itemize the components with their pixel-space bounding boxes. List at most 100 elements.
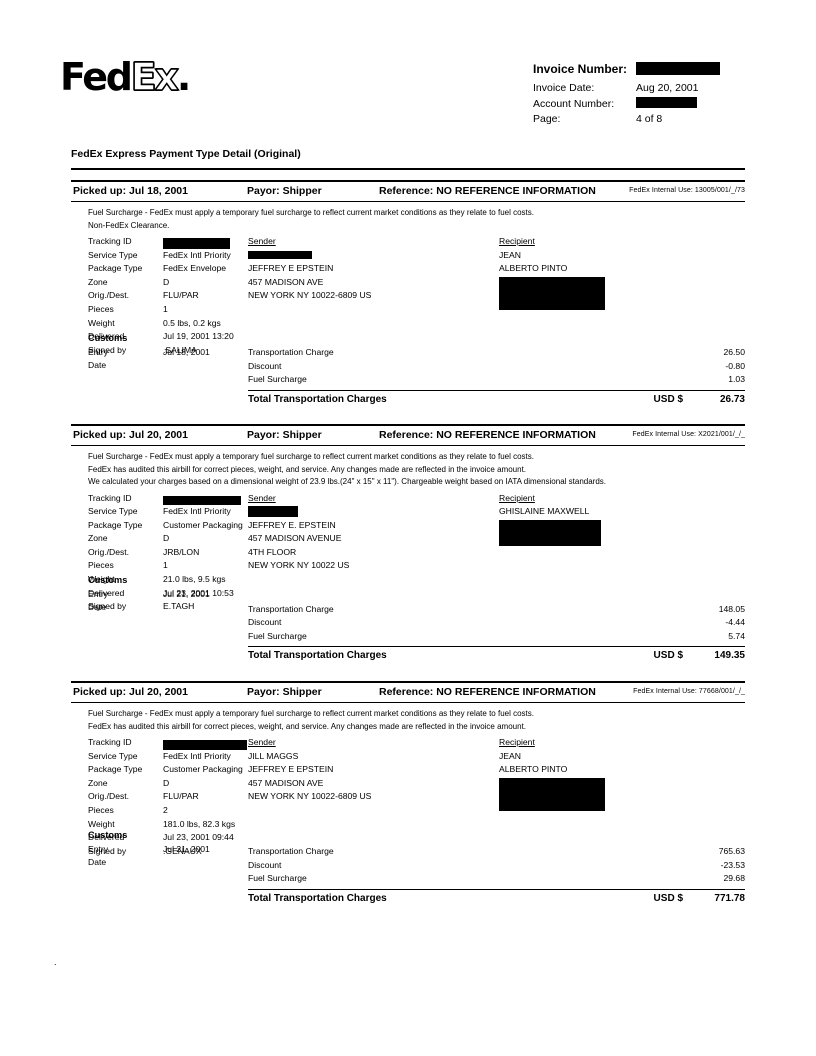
detail-label: Orig./Dest. <box>88 791 130 802</box>
detail-value: FedEx Intl Priority <box>163 249 231 260</box>
sender-name-redaction <box>248 251 312 260</box>
charge-row-fuel-surcharge: Fuel Surcharge 29.68 <box>248 873 745 887</box>
recipient-heading: Recipient <box>499 492 535 503</box>
customs-section: Customs Entry Date Jul 21, 2001 <box>88 829 210 867</box>
recipient-heading: Recipient <box>499 236 535 246</box>
recipient-address-redaction <box>499 276 605 310</box>
section-rule-top <box>71 168 745 170</box>
charge-label: Fuel Surcharge <box>248 374 307 385</box>
detail-value: FedEx Intl Priority <box>163 506 231 517</box>
detail-label: Service Type <box>88 249 138 260</box>
detail-label: Pieces <box>88 804 114 815</box>
recipient-line: GHISLAINE MAXWELL <box>499 506 590 517</box>
reference-label: Reference: NO REFERENCE INFORMATION <box>379 185 596 197</box>
charges-table: Transportation Charge 148.05 Discount -4.44… <box>248 604 745 667</box>
charge-label: Discount <box>248 617 282 628</box>
invoice-number-label: Invoice Number: <box>533 62 628 76</box>
charge-label: Fuel Surcharge <box>248 873 307 884</box>
charge-amount: 29.68 <box>723 873 745 884</box>
detail-row-pieces: Pieces 1 <box>88 303 278 317</box>
detail-row-signed-by: Signed by E.TAGH <box>88 600 278 614</box>
detail-label: Weight <box>88 818 115 829</box>
shipment-block: Picked up: Jul 18, 2001 Payor: Shipper Ref… <box>71 180 745 405</box>
detail-label: Package Type <box>88 263 143 274</box>
charge-row-fuel-surcharge: Fuel Surcharge 5.74 <box>248 631 745 645</box>
charges-rule <box>248 389 745 391</box>
payor-label: Payor: Shipper <box>247 429 322 441</box>
sender-line: JILL MAGGS <box>248 750 299 761</box>
recipient-line: JEAN <box>499 750 521 761</box>
sender-column: Sender JILL MAGGS JEFFREY E EPSTEIN 457 MAD… <box>248 736 498 804</box>
section-title: FedEx Express Payment Type Detail (Origi… <box>71 148 301 160</box>
sender-line: 457 MADISON AVE <box>248 276 324 287</box>
detail-row-service-type: Service Type FedEx Intl Priority <box>88 505 278 519</box>
detail-row-package-type: Package Type FedEx Envelope <box>88 262 278 276</box>
detail-value: 21.0 lbs, 9.5 kgs <box>163 574 226 585</box>
picked-up-label: Picked up: Jul 20, 2001 <box>73 686 188 698</box>
reference-label: Reference: NO REFERENCE INFORMATION <box>379 429 596 441</box>
recipient-line: JEAN <box>499 249 521 260</box>
sender-heading: Sender <box>248 492 276 503</box>
detail-row-signed-by: Signed by .GENAUX <box>88 845 278 859</box>
shipment-detail-column: Tracking ID Service Type FedEx Intl Priori… <box>88 736 278 858</box>
customs-title: Customs <box>88 333 128 343</box>
detail-row-orig-dest: Orig./Dest. FLU/PAR <box>88 289 278 303</box>
detail-value: E.TAGH <box>163 601 195 612</box>
total-amount: 26.73 <box>719 393 745 405</box>
sender-line: NEW YORK NY 10022-6809 US <box>248 791 372 802</box>
page-value: 4 of 8 <box>636 113 663 125</box>
detail-value: 1 <box>163 303 168 314</box>
charge-amount: 5.74 <box>728 630 745 641</box>
detail-label: Zone <box>88 533 108 544</box>
charge-row-discount: Discount -4.44 <box>248 617 745 631</box>
charge-amount: 765.63 <box>718 846 745 856</box>
total-currency: USD $ <box>653 650 683 662</box>
invoice-header: Invoice Number: Invoice Date: Aug 20, 20… <box>533 62 783 128</box>
sender-line: JEFFREY E EPSTEIN <box>248 263 334 274</box>
shipment-columns: Tracking ID Service Type FedEx Intl Priori… <box>71 736 745 904</box>
customs-title: Customs <box>88 830 128 840</box>
detail-value: Jul 23, 2001 10:53 <box>163 587 234 598</box>
charge-amount: 148.05 <box>718 603 745 614</box>
detail-value: 1 <box>163 560 168 571</box>
total-currency: USD $ <box>653 892 683 904</box>
detail-row-service-type: Service Type FedEx Intl Priority <box>88 750 278 764</box>
page-row: Page: 4 of 8 <box>533 112 783 128</box>
detail-label: Weight <box>88 574 115 585</box>
charge-amount: -23.53 <box>720 859 745 870</box>
account-number-row: Account Number: <box>533 96 783 113</box>
detail-value: Customer Packaging <box>163 519 243 530</box>
detail-row-weight: Weight 0.5 lbs, 0.2 kgs <box>88 317 278 331</box>
detail-row-zone: Zone D <box>88 532 278 546</box>
charge-row-transportation-charge: Transportation Charge 148.05 <box>248 604 745 618</box>
shipment-columns: Tracking ID Service Type FedEx Intl Priori… <box>71 235 745 405</box>
detail-label: Orig./Dest. <box>88 546 130 557</box>
charges-table: Transportation Charge 26.50 Discount -0.80 F… <box>248 347 745 410</box>
detail-label: Signed by <box>88 601 127 612</box>
shipment-header: Picked up: Jul 20, 2001 Payor: Shipper Ref… <box>71 681 745 703</box>
recipient-line: ALBERTO PINTO <box>499 263 568 274</box>
entry-date-label: Entry Date <box>88 843 109 868</box>
shipment-detail-column: Tracking ID Service Type FedEx Intl Priori… <box>88 492 278 614</box>
total-row: Total Transportation Charges USD $ 149.35 <box>248 650 745 666</box>
account-number-label: Account Number: <box>533 97 615 110</box>
detail-value: D <box>163 777 170 788</box>
shipment-notes: Fuel Surcharge - FedEx must apply a temp… <box>88 708 745 733</box>
detail-label: Service Type <box>88 750 138 761</box>
total-amount: 771.78 <box>714 892 745 904</box>
detail-value: Jul 19, 2001 13:20 <box>163 331 234 342</box>
footer-mark: . <box>54 957 57 967</box>
detail-value: Customer Packaging <box>163 764 243 775</box>
detail-row-package-type: Package Type Customer Packaging <box>88 763 278 777</box>
tracking-id-redaction <box>163 739 247 750</box>
sender-line: 4TH FLOOR <box>248 546 297 557</box>
detail-value: Jul 23, 2001 09:44 <box>163 832 234 843</box>
recipient-column: Recipient GHISLAINE MAXWELL <box>499 492 739 546</box>
shipment-detail-column: Tracking ID Service Type FedEx Intl Priori… <box>88 235 278 357</box>
detail-label: Orig./Dest. <box>88 290 130 301</box>
charge-amount: -4.44 <box>725 617 745 628</box>
charge-row-transportation-charge: Transportation Charge 765.63 <box>248 846 745 860</box>
recipient-address-redaction <box>499 519 601 546</box>
shipment-columns: Tracking ID Service Type FedEx Intl Priori… <box>71 492 745 661</box>
detail-value <box>163 494 241 508</box>
